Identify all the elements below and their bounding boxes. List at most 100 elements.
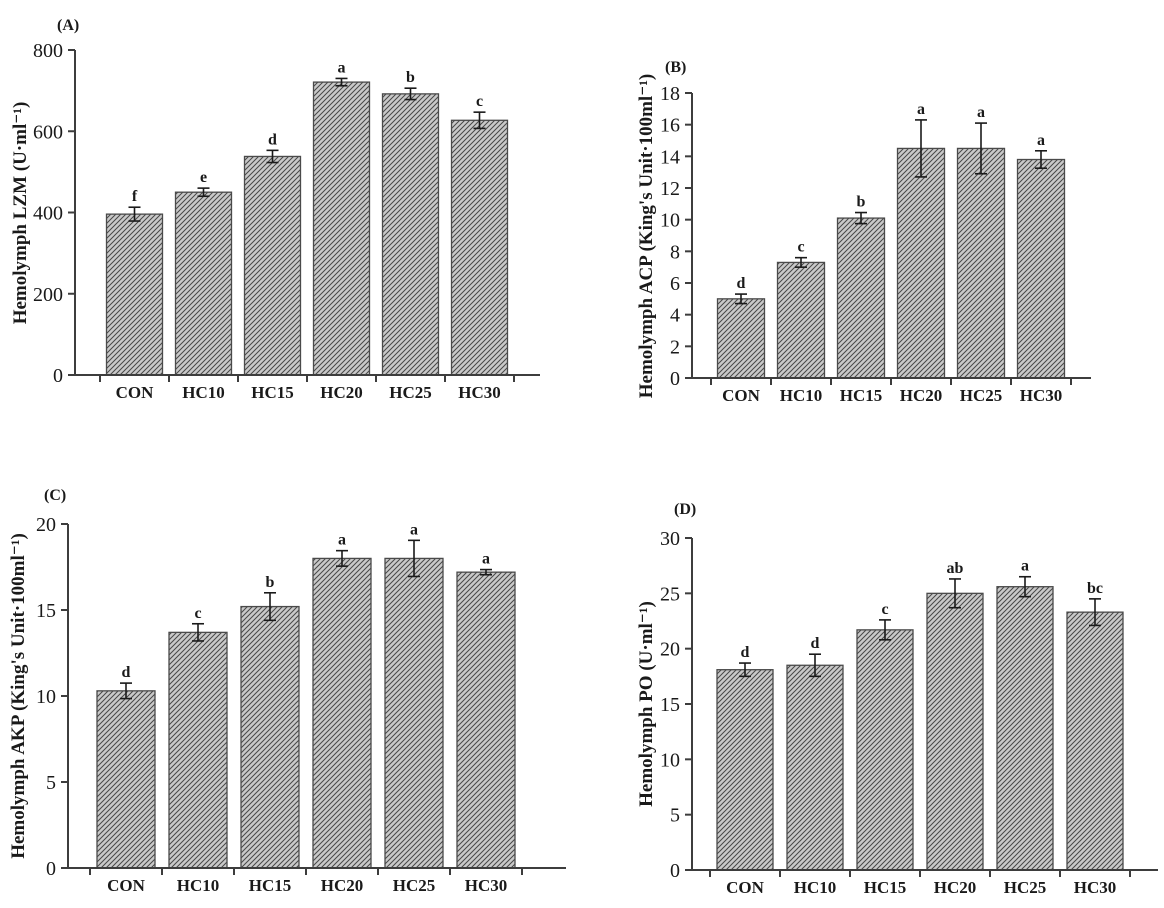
sig-letter: b	[406, 69, 415, 86]
bar-hc25	[381, 93, 440, 376]
sig-letter: d	[122, 664, 131, 681]
error-bar-hc25	[404, 87, 417, 101]
x-tick-label: HC10	[182, 383, 225, 402]
x-tick-label: HC25	[393, 876, 436, 895]
x-tick-label: HC15	[249, 876, 292, 895]
sig-letter: d	[737, 275, 746, 292]
y-tick-label: 200	[33, 284, 63, 306]
sig-letter: b	[857, 194, 866, 211]
x-tick-label: HC10	[177, 876, 220, 895]
error-bar-hc10	[192, 622, 204, 642]
bar-con	[716, 669, 774, 871]
panel-d-label: (D)	[674, 501, 696, 518]
y-tick-label: 0	[670, 368, 680, 390]
y-tick-label: 14	[660, 146, 680, 168]
bar-hc10	[174, 191, 233, 376]
axes	[685, 92, 1091, 385]
x-tick-label: CON	[726, 878, 765, 897]
panel-c-plot-area: d CON c HC10 b HC15 a HC20 a HC25 a HC30 0 5 10 15 20	[36, 514, 566, 895]
x-tick-label: HC30	[458, 383, 501, 402]
y-tick-label: 400	[33, 203, 63, 225]
x-tick-label: HC20	[321, 876, 364, 895]
y-tick-label: 15	[660, 694, 680, 716]
error-bar-con	[739, 662, 751, 678]
error-bar-hc25	[975, 122, 987, 175]
bar-hc20	[312, 557, 372, 869]
y-tick-label: 0	[53, 365, 63, 387]
bar-hc30	[450, 119, 509, 376]
sig-letter: bc	[1087, 580, 1103, 597]
sig-letter: a	[1021, 558, 1029, 575]
bar-hc20	[926, 592, 984, 871]
bar-hc25	[996, 586, 1054, 871]
panel-b-y-axis-title: Hemolymph ACP (King's Unit·100ml⁻¹)	[636, 74, 657, 399]
bar-hc15	[856, 629, 914, 871]
bar-hc30	[1066, 611, 1124, 871]
error-bar-hc10	[197, 187, 210, 198]
x-tick-label: HC30	[1020, 386, 1063, 405]
bar-hc25	[384, 557, 444, 869]
x-tick-label: HC10	[780, 386, 823, 405]
error-bar-hc15	[266, 149, 279, 164]
sig-letter: a	[977, 104, 985, 121]
error-bar-hc25	[1019, 575, 1031, 598]
error-bar-hc10	[795, 256, 807, 268]
y-tick-label: 20	[660, 639, 680, 661]
bar-hc25	[956, 147, 1006, 379]
x-tick-label: HC20	[900, 386, 943, 405]
error-bar-hc20	[335, 77, 348, 87]
bar-hc20	[896, 147, 946, 379]
y-tick-label: 0	[46, 858, 56, 880]
sig-letter: a	[1037, 132, 1045, 149]
sig-letter: e	[200, 169, 207, 186]
y-tick-label: 18	[660, 83, 680, 105]
error-bar-hc10	[809, 653, 821, 678]
y-tick-label: 600	[33, 121, 63, 143]
sig-letter: d	[811, 635, 820, 652]
error-bar-con	[128, 206, 141, 222]
y-tick-label: 12	[660, 178, 680, 200]
sig-letter: f	[132, 188, 138, 205]
y-tick-label: 8	[670, 241, 680, 263]
panel-d-y-axis-title: Hemolymph PO (U·ml⁻¹)	[636, 601, 657, 807]
sig-letter: c	[476, 93, 483, 110]
chart-panel-c: (C) Hemolymph AKP (King's Unit·100ml⁻¹) …	[8, 487, 566, 895]
panel-b-plot-area: d CON c HC10 b HC15 a HC20 a HC25 a HC30 0 2 4 6 8 10 12 14…	[660, 83, 1091, 405]
y-tick-label: 15	[36, 600, 56, 622]
x-tick-label: HC30	[1074, 878, 1117, 897]
error-bar-hc15	[879, 619, 891, 641]
sig-letter: a	[482, 551, 490, 568]
bar-hc10	[776, 261, 826, 379]
x-tick-label: CON	[722, 386, 761, 405]
x-tick-label: HC25	[960, 386, 1003, 405]
axes	[685, 537, 1158, 877]
sig-letter: c	[881, 601, 888, 618]
chart-panel-b: (B) Hemolymph ACP (King's Unit·100ml⁻¹) …	[636, 59, 1091, 405]
error-bar-hc15	[264, 592, 276, 622]
error-bar-hc20	[915, 119, 927, 178]
bar-hc15	[836, 217, 886, 379]
bar-con	[105, 213, 164, 376]
x-tick-label: HC20	[320, 383, 363, 402]
sig-letter: b	[266, 574, 275, 591]
axes	[68, 49, 540, 382]
error-bar-hc25	[408, 539, 420, 578]
sig-letter: ab	[947, 560, 964, 577]
error-bar-hc20	[336, 549, 348, 567]
x-tick-label: HC20	[934, 878, 977, 897]
x-tick-label: HC25	[389, 383, 432, 402]
x-tick-label: CON	[116, 383, 155, 402]
sig-letter: c	[797, 239, 804, 256]
y-tick-label: 10	[36, 686, 56, 708]
error-bar-hc30	[480, 568, 492, 576]
sig-letter: c	[194, 605, 201, 622]
panel-a-plot-area: f CON e HC10 d HC15 a HC20 b HC25 c HC30 0 200 400 600 8…	[33, 40, 540, 402]
error-bar-hc30	[473, 111, 486, 130]
y-tick-label: 10	[660, 749, 680, 771]
y-tick-label: 20	[36, 514, 56, 536]
bar-hc20	[312, 81, 371, 376]
error-bar-con	[120, 682, 132, 700]
bar-hc30	[456, 571, 516, 869]
error-bar-hc30	[1035, 149, 1047, 170]
